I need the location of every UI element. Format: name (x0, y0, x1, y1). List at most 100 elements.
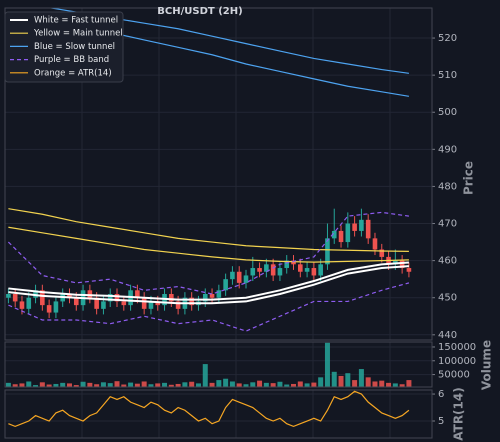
candle-body (345, 223, 351, 243)
volume-bar (175, 383, 181, 387)
volume-bar (257, 380, 263, 387)
volume-bar (352, 380, 358, 387)
candle-body (325, 238, 330, 265)
candle-body (406, 268, 412, 272)
candle-body (284, 260, 290, 269)
candle-body (270, 264, 276, 276)
candle-body (175, 301, 181, 309)
candle-body (277, 268, 283, 276)
volume-bar (331, 371, 337, 387)
y-axis-label: Price (462, 161, 476, 195)
candle-body (101, 301, 106, 309)
candle-body (53, 301, 59, 313)
volume-bar (379, 380, 385, 387)
volume-bar (195, 383, 201, 387)
volume-bar (386, 382, 392, 387)
volume-bar (392, 383, 398, 387)
volume-bar (209, 382, 215, 387)
candle-body (189, 297, 194, 306)
candle-body (209, 294, 215, 298)
candle-body (352, 223, 357, 231)
candle-body (264, 264, 269, 272)
candle-body (318, 264, 323, 276)
candle-body (230, 271, 235, 280)
y-tick-label: 5 (438, 416, 444, 427)
volume-bar (53, 383, 59, 387)
volume-bar (80, 381, 86, 387)
volume-bar (148, 384, 154, 387)
overlay-line (8, 208, 409, 252)
volume-bar (365, 377, 371, 387)
candle-body (291, 260, 296, 265)
candle-body (73, 297, 79, 306)
volume-bar (46, 384, 52, 387)
volume-bar (168, 384, 174, 387)
marks (5, 8, 412, 428)
legend-label: Orange = ATR(14) (34, 68, 112, 78)
volume-bar (73, 385, 79, 387)
y-tick-label: 520 (438, 33, 457, 44)
y-tick-label: 490 (438, 144, 457, 155)
candle-body (223, 279, 228, 291)
volume-bar (311, 382, 317, 387)
candle-body (148, 301, 154, 309)
volume-frame (4, 341, 433, 388)
panel (8, 390, 410, 428)
candle-body (33, 290, 38, 298)
candle-body (243, 275, 249, 283)
volume-bar (263, 382, 269, 387)
volume-bar (107, 383, 113, 387)
atr-frame (4, 389, 433, 439)
candle-body (19, 301, 25, 309)
candle-body (67, 294, 72, 298)
volume-bar (66, 383, 72, 387)
candle-body (121, 301, 127, 306)
y-tick-label: 440 (438, 330, 457, 341)
y-tick-label: 500 (438, 107, 457, 118)
volume-bar (297, 381, 303, 387)
candle-body (141, 297, 147, 309)
volume-bar (182, 382, 188, 387)
volume-bar (236, 383, 242, 387)
price-frame (4, 7, 433, 341)
volume-bar (33, 385, 39, 387)
y-tick-label: 100000 (438, 356, 476, 367)
volume-bar (19, 383, 25, 387)
candle-body (114, 294, 120, 302)
candle-body (6, 294, 11, 298)
volume-bar (338, 375, 344, 387)
candle-body (304, 268, 310, 272)
candle-body (26, 297, 32, 309)
volume-bar (304, 383, 310, 387)
volume-bar (141, 381, 147, 387)
volume-bar (100, 382, 106, 387)
volume-bar (121, 384, 127, 387)
candle-body (359, 219, 364, 231)
volume-bar (189, 381, 195, 387)
legend-box (4, 11, 124, 83)
volume-bar (60, 382, 66, 387)
candle-body (257, 268, 262, 272)
candle-body (155, 301, 161, 306)
volume-bar (229, 381, 235, 387)
legend: White = Fast tunnel Yellow = Main tunnel B… (4, 11, 124, 83)
y-tick-label: 460 (438, 256, 457, 267)
candle-body (40, 290, 45, 306)
volume-bar (162, 382, 168, 387)
candle-body (250, 268, 256, 276)
volume-bar (277, 381, 283, 387)
y-tick-label: 480 (438, 181, 457, 192)
volume-bar (358, 369, 364, 387)
volume-bar (12, 384, 18, 387)
candle-body (46, 305, 52, 313)
volume-bar (134, 383, 140, 387)
volume-bar (223, 378, 229, 387)
candle-body (94, 297, 99, 309)
candle-body (331, 230, 337, 239)
volume-bar (324, 342, 330, 387)
legend-label: White = Fast tunnel (34, 16, 118, 26)
candle-body (202, 294, 208, 302)
volume-bar (243, 384, 249, 387)
volume-bar (318, 377, 324, 387)
